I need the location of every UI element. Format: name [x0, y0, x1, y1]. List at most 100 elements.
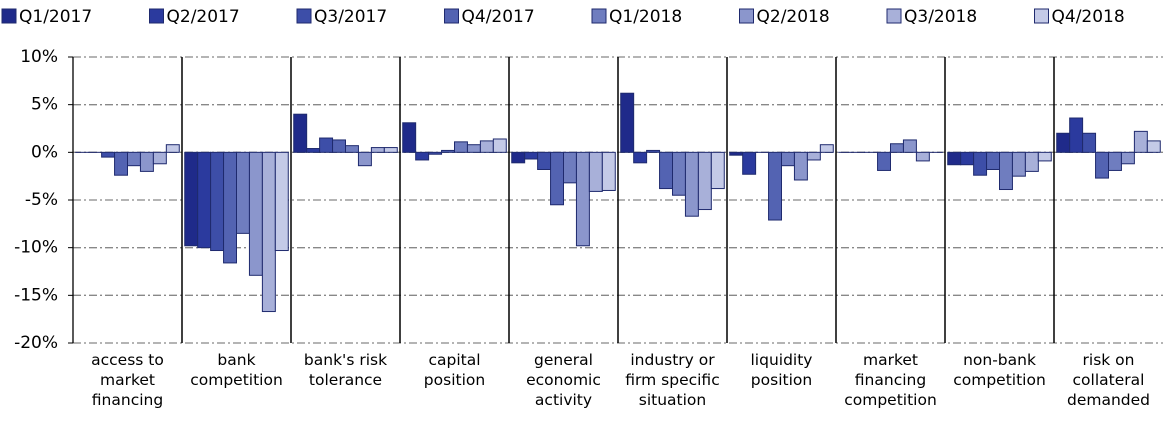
x-tick-label: liquidity position [750, 351, 813, 389]
bar [710, 151, 725, 190]
legend-label: Q1/2017 [19, 7, 92, 27]
bar [960, 151, 975, 166]
bar [1011, 151, 1026, 177]
bar [1069, 117, 1084, 153]
bar [659, 151, 674, 190]
legend-label: Q1/2018 [609, 7, 682, 27]
y-tick-label: -5% [25, 190, 58, 210]
bar [646, 149, 661, 153]
bar [524, 151, 539, 160]
bar [139, 151, 154, 172]
bar [819, 144, 834, 153]
bar [319, 137, 334, 153]
legend-swatch [296, 8, 312, 24]
y-tick-label: -10% [14, 238, 58, 258]
legend-swatch [1034, 8, 1049, 24]
bar [165, 144, 180, 153]
bar [697, 151, 712, 211]
bar [223, 151, 237, 264]
bar [973, 151, 988, 176]
bar [947, 151, 962, 166]
bar [563, 151, 577, 184]
legend-swatch [739, 8, 754, 24]
legend-label: Q2/2018 [757, 7, 830, 27]
bar [793, 151, 808, 181]
bar [441, 149, 455, 153]
bar [601, 151, 616, 191]
bar [999, 151, 1013, 191]
bar [672, 151, 686, 196]
bar [511, 151, 526, 164]
legend-swatch [591, 8, 607, 24]
bar [575, 151, 590, 247]
bar [127, 151, 141, 167]
y-tick-label: -20% [14, 333, 58, 353]
y-tick-label: -15% [14, 285, 58, 305]
y-tick-label: 0% [31, 142, 58, 162]
x-tick-label: market financing competition [844, 351, 937, 409]
legend-label: Q2/2017 [167, 7, 240, 27]
bar [1133, 130, 1148, 153]
x-tick-label: general economic activity [526, 351, 601, 409]
legend-label: Q3/2018 [904, 7, 977, 27]
bar [306, 148, 321, 153]
bar [729, 151, 744, 156]
bar [383, 147, 398, 153]
bar [902, 139, 917, 153]
bar [479, 140, 494, 153]
bar [152, 151, 167, 165]
legend-swatch [886, 8, 902, 24]
bar [890, 143, 904, 153]
bar [274, 151, 289, 252]
bar [1146, 140, 1161, 153]
bar [492, 138, 507, 153]
bar [402, 122, 417, 153]
x-tick-label: bank's risk tolerance [303, 351, 388, 389]
bar [1108, 151, 1122, 171]
bar [261, 151, 276, 313]
bar [454, 141, 468, 153]
x-tick-label: capital position [423, 351, 486, 389]
bar [806, 151, 821, 161]
bar [684, 151, 699, 217]
bar [633, 151, 648, 164]
bar [550, 151, 565, 206]
bar [236, 151, 250, 234]
bar [986, 151, 1001, 170]
y-tick-label: 10% [20, 47, 58, 67]
bar [1095, 151, 1110, 179]
x-tick-label: bank competition [190, 351, 283, 389]
bar [248, 151, 263, 276]
bar [332, 139, 346, 153]
bar [114, 151, 129, 176]
legend-swatch [149, 8, 164, 24]
bar [293, 113, 308, 153]
bar [370, 147, 385, 153]
bar [537, 151, 552, 170]
bar [1120, 151, 1135, 165]
legend-label: Q3/2017 [314, 7, 387, 27]
bar [357, 151, 372, 167]
bar [345, 145, 359, 153]
x-tick-label: risk on collateral demanded [1066, 351, 1150, 409]
bar [915, 151, 930, 162]
bar [877, 151, 892, 171]
bar [466, 144, 481, 153]
bar [197, 151, 212, 249]
bar [1082, 132, 1097, 153]
bar [768, 151, 783, 221]
x-tick-label: access to market financing [91, 351, 164, 409]
bar [1024, 151, 1039, 172]
bar [415, 151, 430, 161]
legend-swatch [444, 8, 459, 24]
bar [620, 92, 635, 153]
y-tick-label: 5% [31, 95, 58, 115]
bar [184, 151, 199, 247]
legend-swatch [1, 8, 17, 24]
bar [428, 151, 443, 155]
x-tick-label: non-bank competition [953, 351, 1046, 389]
bar [1056, 132, 1071, 153]
bar [588, 151, 603, 192]
